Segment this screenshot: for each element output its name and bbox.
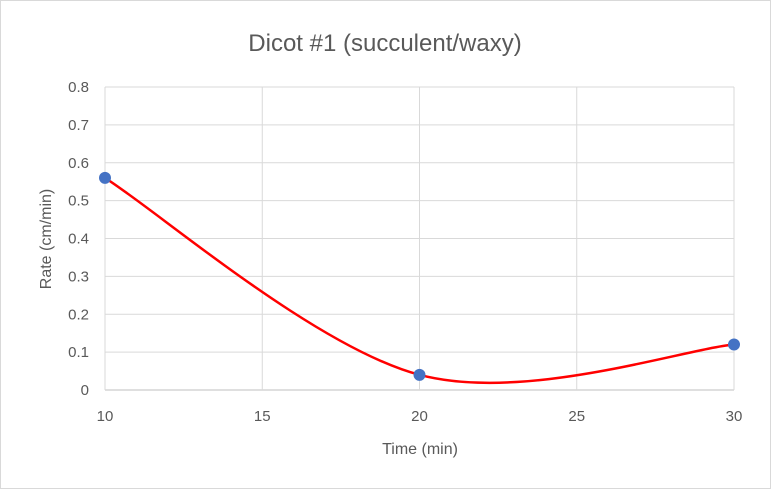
- data-point: [99, 171, 111, 184]
- y-tick-label: 0.5: [68, 193, 89, 210]
- x-tick-label: 30: [726, 408, 743, 425]
- x-tick-label: 20: [411, 408, 428, 425]
- y-axis-ticks: 0 0.1 0.2 0.3 0.4 0.5 0.6 0.7 0.8: [68, 79, 89, 399]
- x-axis-title: Time (min): [382, 441, 458, 458]
- y-tick-label: 0.8: [68, 79, 89, 96]
- x-tick-label: 25: [568, 408, 585, 425]
- y-tick-label: 0.4: [68, 231, 89, 248]
- x-axis-ticks: 10 15 20 25 30: [97, 408, 743, 425]
- data-point: [728, 338, 740, 351]
- data-point: [413, 368, 426, 381]
- y-tick-label: 0.3: [68, 268, 89, 285]
- x-tick-label: 10: [97, 408, 114, 425]
- chart-title: Dicot #1 (succulent/waxy): [248, 30, 521, 57]
- y-tick-label: 0.7: [68, 117, 89, 134]
- gridlines: [104, 86, 735, 391]
- y-axis-title: Rate (cm/min): [38, 189, 55, 289]
- x-tick-label: 15: [254, 408, 271, 425]
- series-points: [99, 171, 740, 381]
- y-tick-label: 0: [81, 382, 89, 399]
- y-tick-label: 0.6: [68, 155, 89, 172]
- y-tick-label: 0.2: [68, 306, 89, 323]
- y-tick-label: 0.1: [68, 344, 89, 361]
